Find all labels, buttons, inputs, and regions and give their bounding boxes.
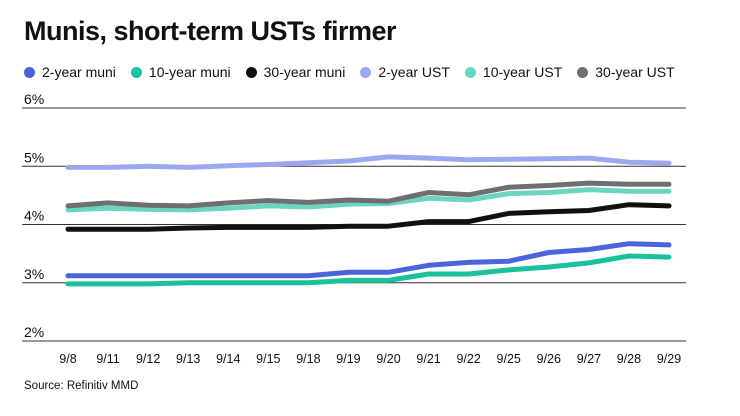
chart-title: Munis, short-term USTs firmer (24, 16, 397, 46)
x-tick-label: 9/28 (617, 352, 641, 366)
x-tick-label: 9/20 (376, 352, 400, 366)
x-tick-label: 9/22 (456, 352, 480, 366)
y-tick-label: 2% (24, 324, 44, 340)
legend-label-10-year-ust: 10-year UST (482, 64, 563, 80)
legend-item-10-year-ust: 10-year UST (464, 64, 563, 80)
legend-item-30-year-ust: 30-year UST (577, 64, 675, 80)
legend-swatch-10-year-ust (464, 66, 476, 78)
legend-swatch-2-year-muni (24, 66, 35, 78)
legend-item-2-year-muni: 2-year muni (24, 64, 116, 80)
y-tick-label: 6% (24, 91, 44, 107)
legend-label-30-year-muni: 30-year muni (263, 64, 346, 80)
legend-swatch-2-year-ust (360, 66, 372, 78)
x-tick-label: 9/11 (96, 352, 119, 366)
legend-label-2-year-ust: 2-year UST (378, 64, 450, 80)
x-tick-label: 9/13 (176, 352, 200, 366)
x-tick-label: 9/14 (216, 352, 240, 366)
legend-swatch-10-year-muni (130, 66, 142, 78)
x-tick-label: 9/18 (296, 352, 320, 366)
legend-label-2-year-muni: 2-year muni (42, 64, 116, 80)
legend-item-2-year-ust: 2-year UST (360, 64, 450, 80)
x-axis-ticks: 9/8 9/11 9/12 9/13 9/14 9/15 9/18 9/19 9/20 9/21 9… (59, 352, 681, 366)
series-line-2-year-ust (65, 154, 672, 170)
legend-item-30-year-muni: 30-year muni (245, 64, 346, 80)
x-tick-label: 9/25 (497, 352, 521, 366)
series-line-30-year-ust (65, 180, 672, 209)
legend: 2-year muni 10-year muni 30-year muni 2-yea… (24, 64, 675, 80)
series-line-10-year-ust (65, 187, 672, 213)
legend-item-10-year-muni: 10-year muni (130, 64, 231, 80)
series-lines (65, 154, 672, 287)
y-tick-label: 4% (24, 208, 44, 224)
y-tick-label: 5% (24, 149, 44, 165)
x-tick-label: 9/15 (256, 352, 280, 366)
legend-label-30-year-ust: 30-year UST (595, 64, 675, 80)
x-tick-label: 9/21 (416, 352, 440, 366)
x-tick-label: 9/19 (336, 352, 360, 366)
x-tick-label: 9/29 (657, 352, 681, 366)
x-tick-label: 9/27 (577, 352, 601, 366)
source-note: Source: Refinitiv MMD (24, 380, 139, 392)
legend-label-10-year-muni: 10-year muni (148, 64, 231, 80)
series-line-2-year-muni (65, 241, 672, 279)
x-tick-label: 9/26 (537, 352, 561, 366)
legend-swatch-30-year-ust (577, 66, 589, 78)
series-line-30-year-muni (65, 202, 672, 232)
y-axis-ticks: 2% 3% 4% 5% 6% (24, 91, 44, 340)
series-line-10-year-muni (65, 253, 672, 287)
x-tick-label: 9/8 (59, 352, 76, 366)
x-tick-label: 9/12 (136, 352, 160, 366)
legend-swatch-30-year-muni (245, 66, 257, 78)
y-tick-label: 3% (24, 266, 44, 282)
